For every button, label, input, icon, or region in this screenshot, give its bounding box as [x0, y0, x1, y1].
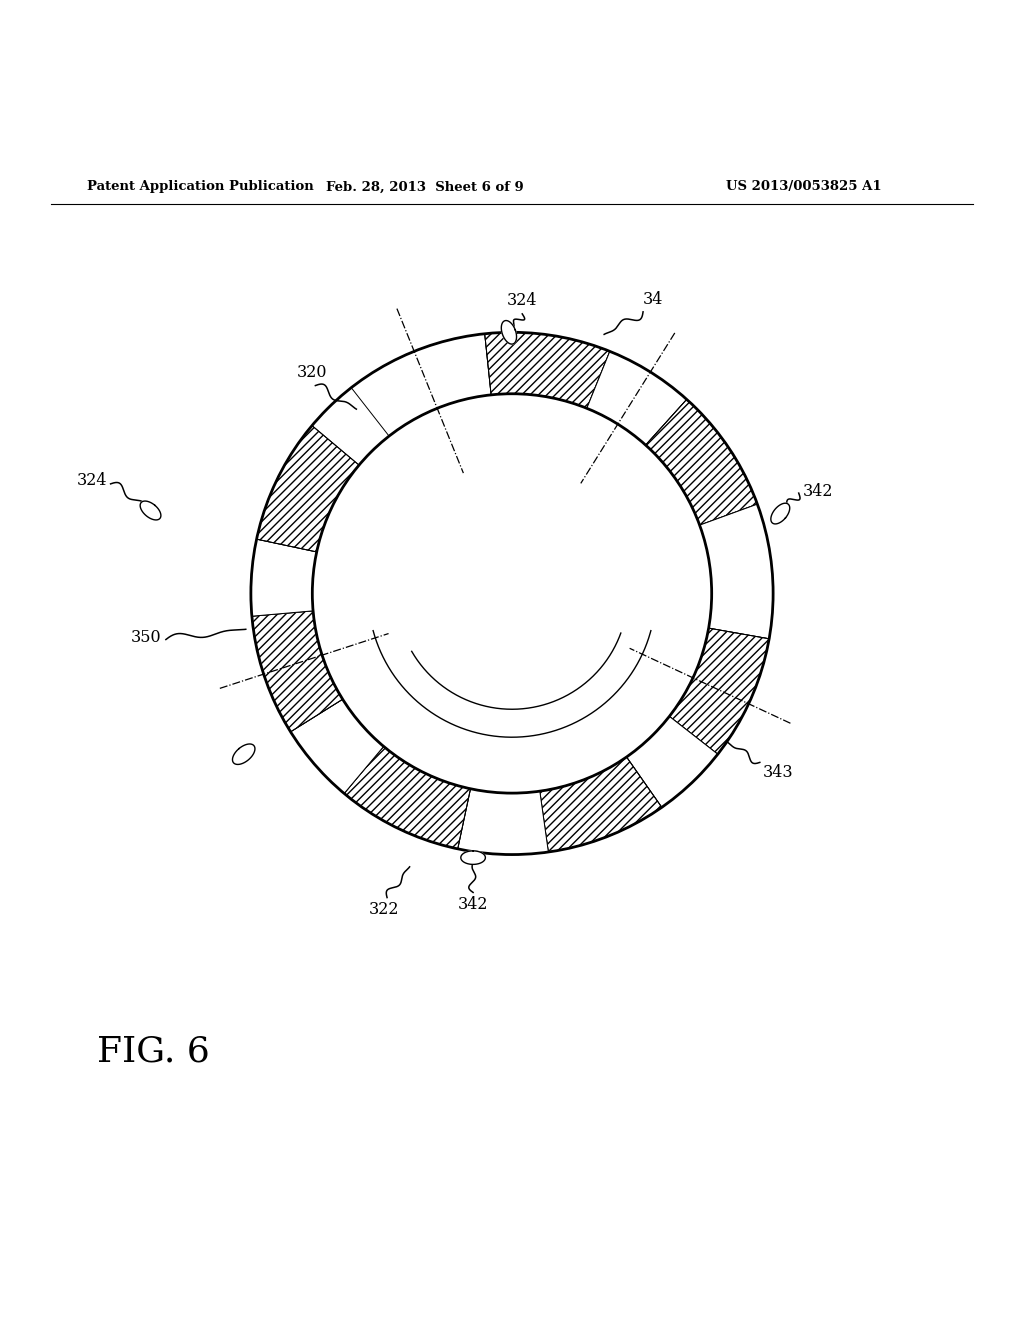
- Text: 324: 324: [77, 473, 108, 490]
- Text: 343: 343: [763, 764, 794, 781]
- Wedge shape: [252, 611, 343, 731]
- Wedge shape: [645, 400, 758, 525]
- Wedge shape: [627, 717, 718, 808]
- Text: 34: 34: [643, 290, 664, 308]
- Text: 342: 342: [458, 895, 488, 912]
- Text: 342: 342: [803, 483, 834, 499]
- Text: 324: 324: [507, 292, 538, 309]
- Circle shape: [312, 393, 712, 793]
- Wedge shape: [670, 628, 769, 754]
- Wedge shape: [291, 700, 384, 793]
- Wedge shape: [699, 504, 773, 639]
- Wedge shape: [251, 539, 316, 616]
- Wedge shape: [484, 333, 610, 408]
- Text: 320: 320: [297, 364, 328, 381]
- Text: US 2013/0053825 A1: US 2013/0053825 A1: [726, 181, 882, 194]
- Text: Patent Application Publication: Patent Application Publication: [87, 181, 313, 194]
- Wedge shape: [540, 756, 662, 851]
- Text: 322: 322: [369, 900, 399, 917]
- Wedge shape: [257, 425, 359, 552]
- Polygon shape: [502, 321, 516, 345]
- Polygon shape: [232, 744, 255, 764]
- Wedge shape: [351, 334, 492, 436]
- Text: 350: 350: [131, 628, 162, 645]
- Wedge shape: [458, 789, 548, 854]
- Polygon shape: [140, 502, 161, 520]
- Polygon shape: [771, 503, 790, 524]
- Polygon shape: [461, 851, 485, 865]
- Wedge shape: [344, 746, 470, 849]
- Wedge shape: [587, 351, 687, 445]
- Text: Feb. 28, 2013  Sheet 6 of 9: Feb. 28, 2013 Sheet 6 of 9: [326, 181, 524, 194]
- Text: FIG. 6: FIG. 6: [97, 1034, 210, 1068]
